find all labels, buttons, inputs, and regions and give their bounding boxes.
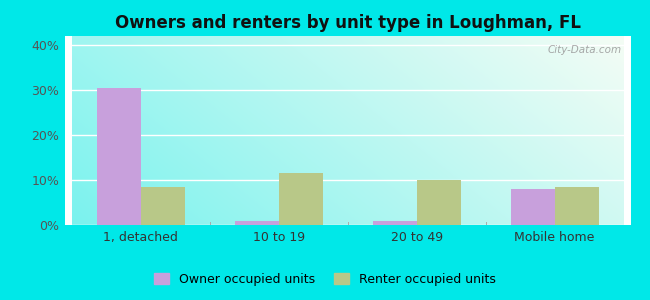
Bar xyxy=(279,173,323,225)
Bar xyxy=(97,88,141,225)
Bar xyxy=(141,187,185,225)
Title: Owners and renters by unit type in Loughman, FL: Owners and renters by unit type in Lough… xyxy=(115,14,580,32)
Text: City-Data.com: City-Data.com xyxy=(548,45,622,56)
Legend: Owner occupied units, Renter occupied units: Owner occupied units, Renter occupied un… xyxy=(149,268,501,291)
Bar xyxy=(510,189,554,225)
Bar xyxy=(235,220,279,225)
Bar xyxy=(417,180,461,225)
Bar xyxy=(554,187,599,225)
Bar xyxy=(372,220,417,225)
